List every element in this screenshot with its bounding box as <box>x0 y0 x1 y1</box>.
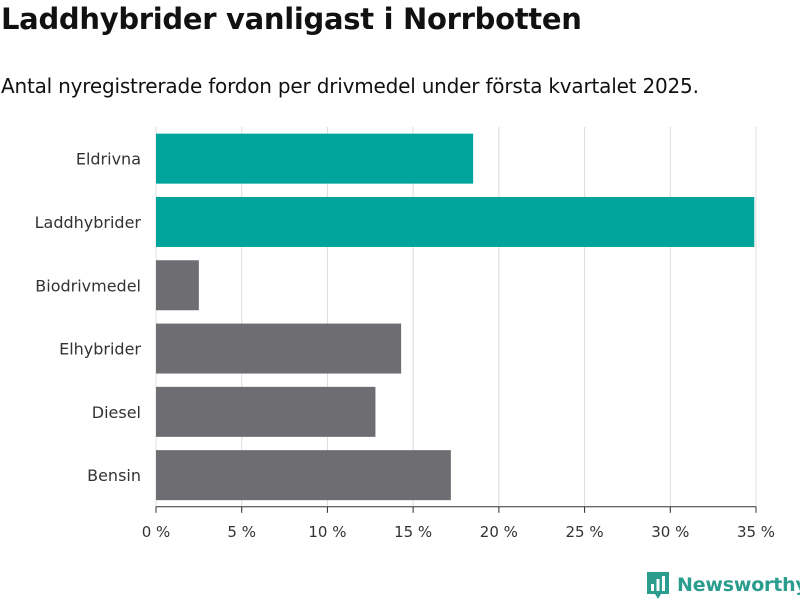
category-label: Bensin <box>87 466 141 485</box>
bar-elhybrider <box>156 323 402 374</box>
category-labels: Eldrivna Laddhybrider Biodrivmedel Elhybrid… <box>35 150 142 486</box>
x-tick-label: 15 % <box>394 523 432 541</box>
bar-laddhybrider <box>156 196 755 247</box>
category-label: Eldrivna <box>76 150 141 169</box>
bar-chart: Eldrivna Laddhybrider Biodrivmedel Elhybrid… <box>35 127 775 541</box>
bar-biodrivmedel <box>156 260 199 311</box>
x-tick-label: 5 % <box>227 523 256 541</box>
bar-diesel <box>156 386 376 437</box>
x-tick-label: 0 % <box>142 523 171 541</box>
bars <box>156 133 755 501</box>
brand-logo: Newsworthy <box>645 570 800 600</box>
category-label: Diesel <box>92 403 141 422</box>
x-tick-label: 30 % <box>651 523 689 541</box>
bar-eldrivna <box>156 133 474 184</box>
chart-subtitle: Antal nyregistrerade fordon per drivmede… <box>1 74 699 98</box>
x-tick-label: 10 % <box>308 523 346 541</box>
bar-chart-icon <box>647 572 669 599</box>
bar-bensin <box>156 450 451 501</box>
category-label: Biodrivmedel <box>35 276 141 295</box>
x-axis: 0 % 5 % 10 % 15 % 20 % 25 % 30 % 35 % <box>142 506 775 541</box>
brand-name: Newsworthy <box>677 574 800 596</box>
x-tick-label: 35 % <box>737 523 775 541</box>
x-tick-label: 25 % <box>566 523 604 541</box>
category-label: Elhybrider <box>59 340 141 359</box>
x-tick-label: 20 % <box>480 523 518 541</box>
grid-lines <box>155 127 757 513</box>
category-label: Laddhybrider <box>35 213 142 232</box>
chart-title: Laddhybrider vanligast i Norrbotten <box>1 2 582 36</box>
